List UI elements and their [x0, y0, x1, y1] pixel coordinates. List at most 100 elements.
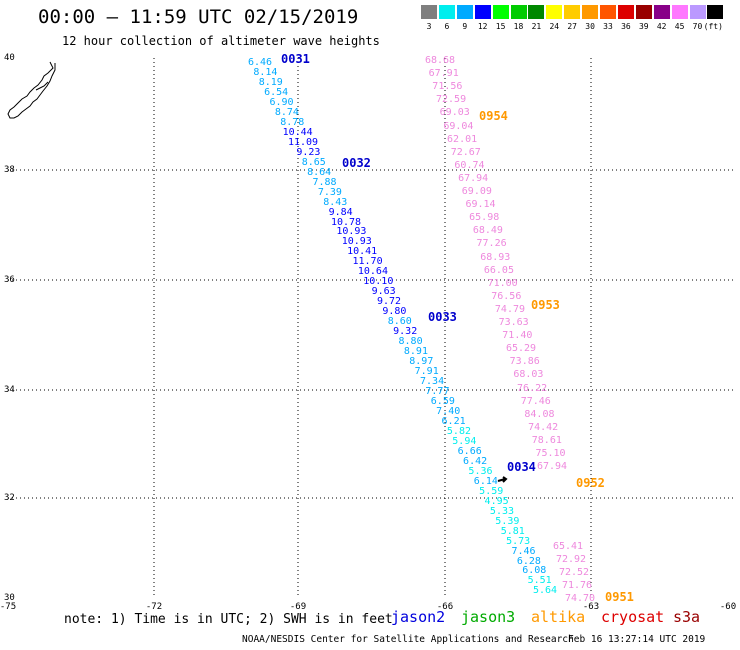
jason2-swh-value: 5.64 [532, 585, 558, 597]
cryosat-swh-value: 62.01 [447, 133, 478, 145]
jason2-swh-value: 6.28 [516, 555, 541, 567]
jason2-swh-value: 7.91 [414, 366, 439, 378]
cryosat-swh-value: 65.29 [505, 343, 537, 355]
jason2-swh-value: 6.42 [463, 455, 488, 467]
cryosat-swh-value: 66.05 [483, 264, 514, 276]
legend-label: 6 [444, 22, 450, 31]
note-text: note: 1) Time is in UTC; 2) SWH is in fe… [64, 612, 393, 627]
legend-swatch [492, 5, 509, 19]
jason2-swh-value: 7.88 [312, 176, 337, 188]
jason2-swh-value: 8.64 [307, 166, 332, 178]
cryosat-swh-value: 71.56 [432, 81, 463, 93]
jason2-swh-value: 8.60 [387, 316, 412, 328]
jason2-swh-value: 6.08 [522, 565, 547, 577]
jason2-swh-value: 9.72 [377, 296, 402, 308]
cryosat-swh-value: 71.40 [502, 330, 533, 342]
legend-swatch [456, 5, 473, 19]
jason2-swh-value: 7.34 [420, 376, 445, 388]
legend-label: 3 [426, 22, 432, 31]
cryosat-time-label: 0951 [605, 590, 634, 604]
legend-label: 24 [549, 22, 560, 31]
cryosat-swh-value: 60.74 [454, 159, 485, 171]
lon-tick-label: -66 [436, 602, 454, 612]
track-marker-arrow [497, 476, 508, 483]
cryosat-swh-value: 77.26 [476, 238, 507, 250]
cryosat-time-label: 0952 [576, 476, 605, 490]
legend-label: 18 [513, 22, 524, 31]
jason2-swh-value: 9.23 [296, 146, 321, 158]
satellite-key-jason2: jason2 [391, 608, 446, 626]
legend-swatch [600, 5, 616, 19]
legend-swatch [474, 5, 491, 19]
lat-tick-label: 30 [4, 593, 15, 603]
cryosat-swh-value: 73.86 [509, 356, 540, 368]
legend-label: 33 [603, 22, 613, 31]
cryosat-swh-value: 69.03 [439, 107, 470, 119]
jason2-swh-value: 5.59 [479, 485, 504, 497]
legend-swatch [438, 5, 455, 19]
jason2-swh-value: 4.95 [484, 495, 509, 507]
lon-tick-label: -72 [145, 602, 163, 612]
cryosat-swh-value: 74.79 [494, 303, 526, 315]
jason2-swh-value: 5.51 [527, 575, 552, 587]
jason2-swh-value: 7.46 [511, 545, 536, 557]
cryosat-swh-value: 65.41 [552, 541, 584, 552]
jason2-swh-value: 8.91 [403, 346, 428, 358]
jason2-swh-value: 6.66 [457, 445, 482, 457]
jason2-swh-value: 9.80 [382, 306, 407, 318]
cryosat-swh-value: 71.76 [561, 580, 593, 592]
cryosat-swh-value: 78.61 [531, 434, 562, 446]
jason2-swh-value: 6.54 [264, 86, 289, 98]
map-subtitle: 12 hour collection of altimeter wave hei… [62, 34, 380, 48]
cryosat-swh-value: 65.98 [469, 212, 500, 224]
jason2-swh-value: 7.39 [317, 186, 342, 198]
legend-swatch [510, 5, 527, 19]
legend-label: 21 [531, 22, 542, 31]
jason2-swh-value: 9.32 [393, 326, 418, 338]
jason2-swh-value: 7.40 [436, 405, 461, 417]
cryosat-swh-value: 74.42 [528, 421, 559, 433]
jason2-swh-value: 6.14 [473, 475, 498, 487]
coastline-outline [7, 61, 56, 119]
jason2-swh-value: 5.33 [489, 505, 515, 517]
legend-unit: (ft) [703, 22, 723, 31]
cryosat-swh-value: 69.14 [465, 199, 496, 211]
jason2-swh-value: 8.14 [253, 66, 278, 78]
map-title: 00:00 – 11:59 UTC 02/15/2019 [38, 6, 359, 28]
jason2-swh-value: 5.73 [506, 535, 531, 547]
jason2-time-label: 0034 [507, 460, 536, 474]
cryosat-swh-value: 72.59 [435, 94, 467, 106]
legend-label: 9 [462, 22, 468, 31]
jason2-swh-value: 7.77 [425, 386, 450, 397]
legend-swatch [671, 5, 688, 19]
jason2-swh-value: 6.90 [269, 96, 294, 108]
legend-label: 12 [477, 22, 488, 31]
jason2-swh-value: 6.21 [441, 415, 466, 427]
cryosat-swh-value: 76.56 [491, 290, 522, 302]
generation-timestamp: Feb 16 13:27:14 UTC 2019 [568, 634, 706, 645]
plot-frame [8, 58, 734, 598]
legend-label: 36 [621, 22, 631, 31]
cryosat-swh-value: 68.03 [513, 369, 544, 381]
coastline-islands [35, 81, 49, 91]
legend-label: 70 [692, 22, 703, 31]
cryosat-swh-value: 77.46 [520, 395, 551, 407]
cryosat-swh-value: 72.52 [558, 567, 590, 579]
legend-label: 27 [567, 22, 577, 31]
jason2-swh-value: 6.59 [430, 395, 455, 407]
jason2-swh-value: 5.36 [468, 465, 493, 477]
jason2-swh-value: 6.46 [247, 57, 273, 68]
jason2-time-label: 0031 [281, 52, 310, 66]
cryosat-swh-value: 69.04 [443, 120, 474, 132]
legend-swatch [635, 5, 652, 19]
legend-label: 30 [585, 22, 595, 31]
jason2-swh-value: 10.93 [336, 226, 367, 238]
cryosat-swh-value: 67.94 [536, 461, 568, 473]
jason2-swh-value: 10.78 [330, 216, 362, 228]
legend-swatch [617, 5, 634, 19]
jason2-swh-value: 5.94 [452, 435, 477, 447]
lat-tick-label: 32 [4, 493, 15, 503]
satellite-key-cryosat: cryosat [601, 608, 665, 626]
legend-swatch [653, 5, 670, 19]
